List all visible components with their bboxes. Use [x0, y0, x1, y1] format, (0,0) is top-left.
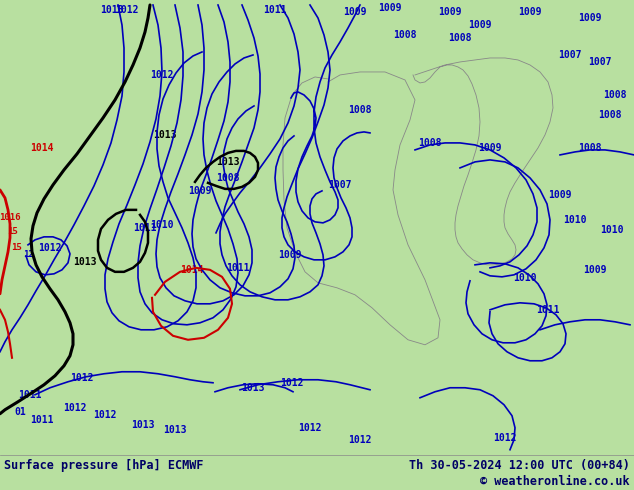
Text: 1011: 1011: [30, 415, 54, 425]
Text: 1009: 1009: [278, 250, 302, 260]
Text: 1008: 1008: [418, 138, 442, 148]
Text: 1008: 1008: [603, 90, 627, 100]
Text: 1009: 1009: [188, 186, 212, 196]
Text: 1009: 1009: [518, 7, 541, 17]
Text: 1013: 1013: [242, 383, 265, 393]
Text: 1013: 1013: [216, 157, 240, 167]
Text: 1009: 1009: [469, 20, 492, 30]
Text: 1010: 1010: [563, 215, 586, 225]
Text: 1010: 1010: [600, 225, 624, 235]
Text: 1007: 1007: [328, 180, 352, 190]
Text: 1008: 1008: [578, 143, 602, 153]
Text: 15: 15: [11, 244, 22, 252]
Text: Surface pressure [hPa] ECMWF: Surface pressure [hPa] ECMWF: [4, 459, 204, 472]
Polygon shape: [300, 182, 336, 222]
Text: 1010: 1010: [514, 273, 537, 283]
Text: 1012: 1012: [115, 5, 139, 15]
Text: 1009: 1009: [378, 3, 402, 13]
Text: 1008: 1008: [348, 105, 372, 115]
Text: 1009: 1009: [343, 7, 366, 17]
Text: 01: 01: [14, 407, 26, 417]
Text: 1014: 1014: [30, 143, 54, 153]
Text: 1014: 1014: [180, 265, 204, 275]
Polygon shape: [413, 58, 553, 265]
Text: 1012: 1012: [38, 243, 61, 253]
Text: 1010: 1010: [150, 220, 174, 230]
Text: 1008: 1008: [598, 110, 622, 120]
Polygon shape: [0, 0, 395, 185]
Polygon shape: [495, 202, 565, 265]
Text: 12: 12: [23, 250, 34, 259]
Text: 1012: 1012: [298, 423, 321, 433]
Text: 1012: 1012: [150, 70, 174, 80]
Text: 1008: 1008: [216, 173, 240, 183]
Text: 1009: 1009: [583, 265, 607, 275]
Text: 1007: 1007: [588, 57, 612, 67]
Text: 1012: 1012: [493, 433, 517, 443]
Polygon shape: [418, 308, 458, 382]
Text: 1011: 1011: [536, 305, 560, 315]
Text: 1013: 1013: [153, 130, 177, 140]
Polygon shape: [305, 262, 354, 316]
Polygon shape: [0, 0, 634, 100]
Text: 1013: 1013: [163, 425, 187, 435]
Text: 1011: 1011: [133, 223, 157, 233]
Text: 1009: 1009: [478, 143, 501, 153]
Text: 1011: 1011: [263, 5, 287, 15]
Text: 1012: 1012: [70, 373, 94, 383]
Text: 1009: 1009: [578, 13, 602, 23]
Text: 1009: 1009: [548, 190, 572, 200]
Text: 1012: 1012: [348, 435, 372, 445]
Text: 1008: 1008: [448, 33, 472, 43]
Text: 1013: 1013: [100, 5, 124, 15]
Text: 1012: 1012: [280, 378, 304, 388]
Polygon shape: [0, 0, 218, 455]
Text: Th 30-05-2024 12:00 UTC (00+84): Th 30-05-2024 12:00 UTC (00+84): [409, 459, 630, 472]
Polygon shape: [390, 362, 460, 402]
Polygon shape: [70, 272, 112, 300]
Text: © weatheronline.co.uk: © weatheronline.co.uk: [481, 475, 630, 489]
Text: 1012: 1012: [63, 403, 87, 413]
Text: 1008: 1008: [393, 30, 417, 40]
Polygon shape: [283, 72, 440, 345]
Text: 1007: 1007: [559, 50, 582, 60]
Text: 1013: 1013: [131, 420, 155, 430]
Text: 1011: 1011: [18, 390, 42, 400]
Text: 1016: 1016: [0, 213, 21, 222]
Text: 1013: 1013: [74, 257, 97, 267]
Polygon shape: [0, 377, 634, 455]
Text: 1009: 1009: [438, 7, 462, 17]
Text: 1011: 1011: [226, 263, 250, 273]
Text: 1012: 1012: [93, 410, 117, 420]
Text: 15: 15: [6, 227, 17, 236]
